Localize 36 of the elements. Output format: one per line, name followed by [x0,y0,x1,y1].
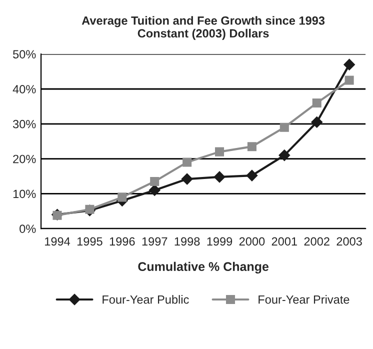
point [118,192,127,202]
point [85,204,94,214]
point [278,150,290,161]
x-tick-label: 2002 [304,237,330,246]
y-tick-label: 0% [20,224,36,233]
point [311,116,322,128]
point [214,171,226,183]
x-tick-label: 1999 [207,237,232,246]
y-tick-label: 30% [12,120,36,128]
y-tick-label: 10% [13,190,36,198]
point [182,158,192,167]
point [247,142,256,152]
x-tick-label: 2003 [336,237,362,246]
x-tick-label: 2001 [272,237,297,246]
point [344,76,354,85]
point [344,58,355,70]
x-tick-label: 2000 [239,237,265,246]
point [181,173,193,185]
legend-label: Four-Year Public [102,295,189,304]
x-tick-label: 1996 [110,237,135,246]
point [150,176,160,186]
chart-title: Average Tuition and Fee Growth since 1993 Constant (2003) Dollars [82,16,325,40]
x-axis-title: Cumulative % Change [138,262,268,274]
y-tick-label: 20% [13,154,36,164]
y-tick-label: 50% [13,50,36,58]
x-tick-label: 1998 [174,237,200,246]
point [214,147,224,156]
x-tick-label: 1997 [142,237,168,246]
legend-label: Four-Year Private [258,295,350,304]
point [149,184,160,196]
x-tick-label: 1994 [45,237,70,246]
y-tick-label: 40% [12,85,36,94]
point [246,170,258,182]
point [312,98,322,108]
x-tick-label: 1995 [77,237,102,246]
point [280,122,289,132]
